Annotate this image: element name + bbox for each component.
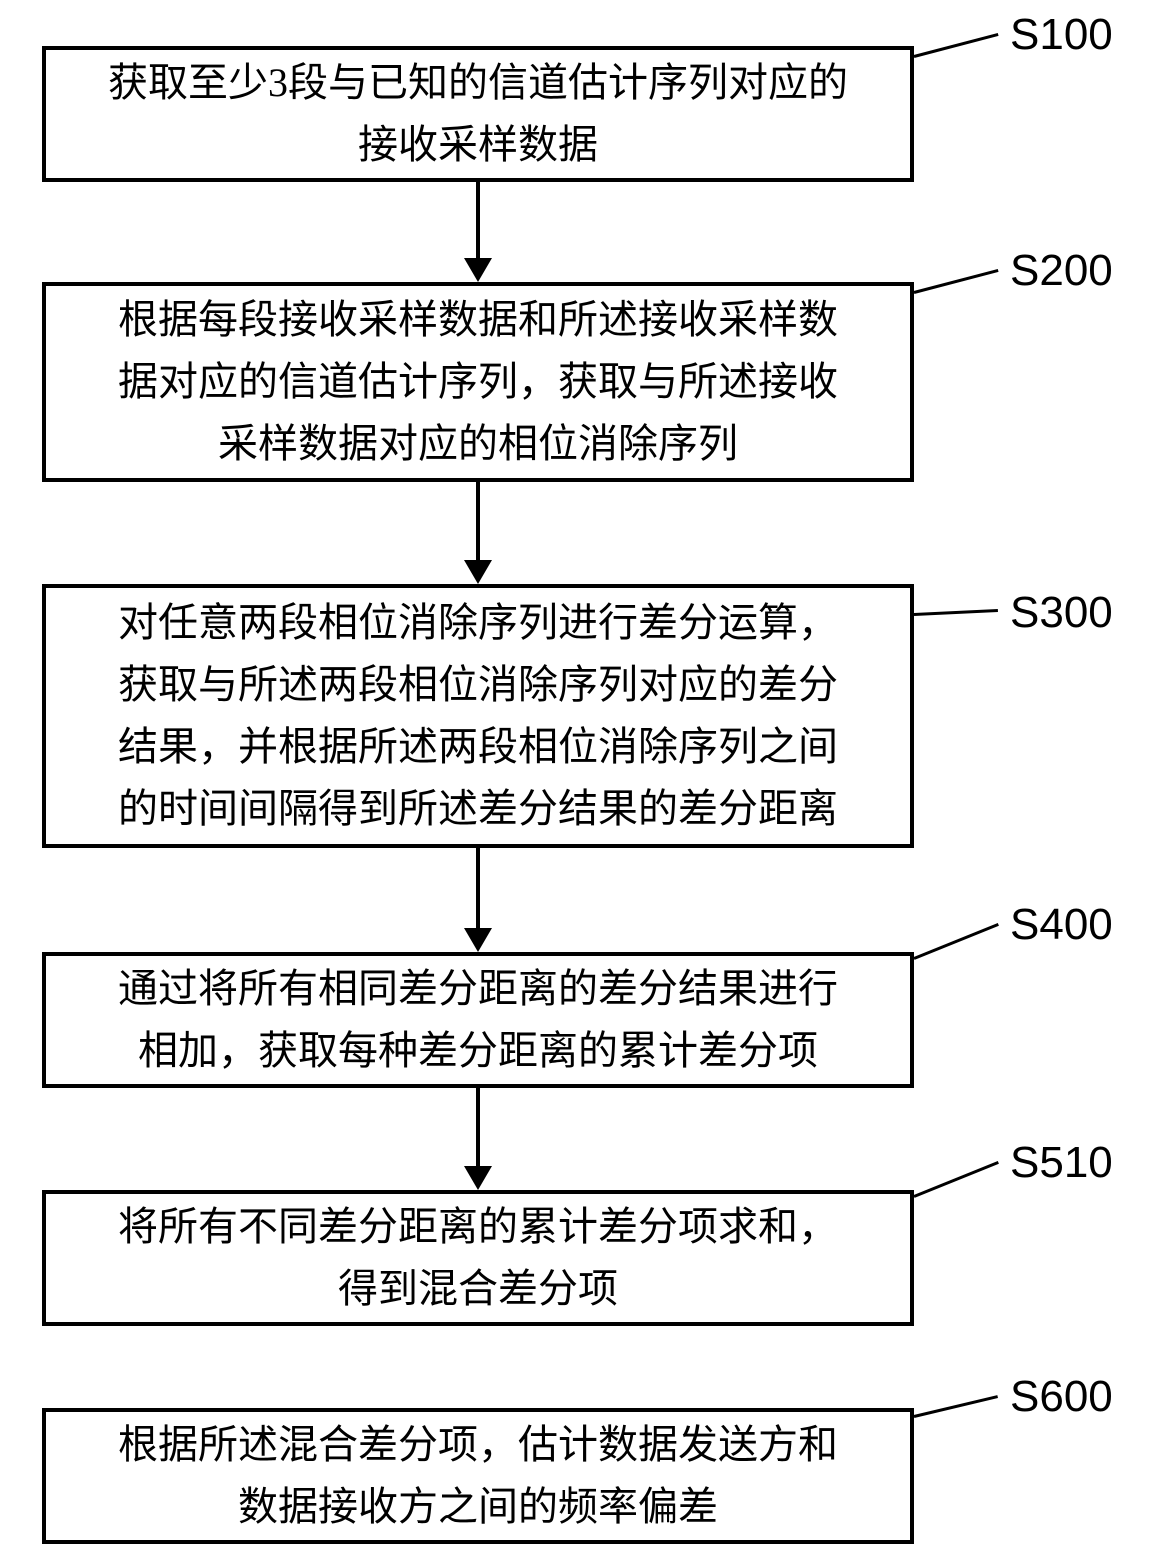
leader-line bbox=[913, 1161, 998, 1198]
flow-arrow-shaft bbox=[476, 182, 480, 258]
leader-line bbox=[914, 269, 999, 294]
flow-step-box: 根据所述混合差分项，估计数据发送方和数据接收方之间的频率偏差 bbox=[42, 1408, 914, 1544]
flow-step-label: S200 bbox=[1010, 246, 1113, 296]
flow-step-label: S400 bbox=[1010, 900, 1113, 950]
flow-step-label: S300 bbox=[1010, 588, 1113, 638]
leader-line bbox=[914, 609, 998, 616]
leader-line bbox=[914, 1395, 999, 1418]
flow-step-text: 根据所述混合差分项，估计数据发送方和数据接收方之间的频率偏差 bbox=[66, 1414, 890, 1538]
flow-step-box: 获取至少3段与已知的信道估计序列对应的接收采样数据 bbox=[42, 46, 914, 182]
flow-step-box: 根据每段接收采样数据和所述接收采样数据对应的信道估计序列，获取与所述接收采样数据… bbox=[42, 282, 914, 482]
flow-step-text: 根据每段接收采样数据和所述接收采样数据对应的信道估计序列，获取与所述接收采样数据… bbox=[66, 289, 890, 475]
flow-step-text: 对任意两段相位消除序列进行差分运算，获取与所述两段相位消除序列对应的差分结果，并… bbox=[66, 592, 890, 840]
flow-step-label: S600 bbox=[1010, 1372, 1113, 1422]
flow-arrow-head bbox=[464, 560, 492, 584]
flow-step-box: 通过将所有相同差分距离的差分结果进行相加，获取每种差分距离的累计差分项 bbox=[42, 952, 914, 1088]
flow-arrow-head bbox=[464, 258, 492, 282]
flow-step-text: 获取至少3段与已知的信道估计序列对应的接收采样数据 bbox=[66, 52, 890, 176]
leader-line bbox=[913, 923, 998, 960]
flow-step-label: S100 bbox=[1010, 10, 1113, 60]
flow-arrow-shaft bbox=[476, 848, 480, 928]
flow-step-box: 将所有不同差分距离的累计差分项求和，得到混合差分项 bbox=[42, 1190, 914, 1326]
leader-line bbox=[914, 33, 999, 58]
flow-step-text: 通过将所有相同差分距离的差分结果进行相加，获取每种差分距离的累计差分项 bbox=[66, 958, 890, 1082]
flow-arrow-shaft bbox=[476, 1088, 480, 1166]
flow-step-label: S510 bbox=[1010, 1138, 1113, 1188]
flow-step-text: 将所有不同差分距离的累计差分项求和，得到混合差分项 bbox=[66, 1196, 890, 1320]
flow-arrow-shaft bbox=[476, 482, 480, 560]
flow-arrow-head bbox=[464, 1166, 492, 1190]
flow-arrow-head bbox=[464, 928, 492, 952]
flow-step-box: 对任意两段相位消除序列进行差分运算，获取与所述两段相位消除序列对应的差分结果，并… bbox=[42, 584, 914, 848]
